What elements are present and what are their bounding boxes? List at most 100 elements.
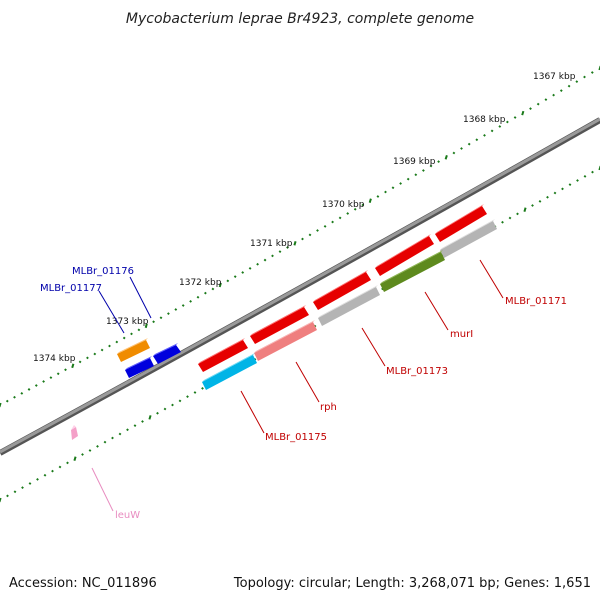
minor-tick bbox=[174, 308, 178, 311]
map-title: Mycobacterium leprae Br4923, complete ge… bbox=[126, 11, 474, 27]
minor-tick bbox=[567, 84, 571, 88]
minor-tick bbox=[196, 295, 200, 299]
minor-tick bbox=[437, 160, 440, 164]
kbp-label-1371: 1371 kbp bbox=[250, 239, 293, 249]
major-tick bbox=[368, 198, 372, 203]
minor-tick bbox=[43, 473, 47, 477]
minor-tick bbox=[506, 120, 509, 124]
minor-tick bbox=[20, 391, 24, 395]
major-tick bbox=[293, 241, 297, 246]
minor-tick bbox=[575, 80, 579, 84]
gene-feature-MLBr_01177[interactable] bbox=[117, 338, 150, 362]
minor-tick bbox=[331, 220, 334, 224]
minor-tick bbox=[204, 291, 207, 295]
minor-tick bbox=[6, 494, 9, 498]
gene-feature-leuW[interactable] bbox=[71, 425, 78, 440]
minor-tick bbox=[583, 174, 587, 178]
minor-tick bbox=[130, 332, 133, 336]
minor-tick bbox=[156, 411, 159, 415]
minor-tick bbox=[561, 187, 564, 191]
minor-tick bbox=[159, 316, 163, 320]
minor-tick bbox=[301, 237, 304, 241]
leader-lines bbox=[91, 259, 504, 512]
gene-feature-MLBr_01176[interactable] bbox=[153, 343, 181, 364]
minor-tick bbox=[263, 258, 267, 262]
gene-feature-MLBr_01171[interactable] bbox=[440, 219, 497, 258]
minor-tick bbox=[133, 424, 137, 428]
minor-tick bbox=[316, 229, 319, 232]
minor-tick bbox=[538, 199, 542, 203]
minor-tick bbox=[81, 453, 84, 456]
gene-label-rph: rph bbox=[320, 402, 337, 413]
minor-tick bbox=[118, 432, 122, 436]
minor-tick bbox=[414, 173, 418, 177]
minor-tick bbox=[126, 428, 129, 432]
genome-backbone bbox=[0, 117, 600, 456]
minor-tick bbox=[186, 395, 189, 399]
major-tick bbox=[218, 282, 222, 288]
minor-tick bbox=[531, 204, 534, 207]
kbp-label-1367: 1367 kbp bbox=[533, 72, 576, 82]
minor-tick bbox=[226, 279, 230, 283]
minor-tick bbox=[323, 224, 327, 228]
gene-feature-MLBr_01175[interactable] bbox=[202, 353, 257, 390]
minor-tick bbox=[483, 133, 486, 137]
minor-tick bbox=[211, 287, 215, 291]
minor-tick bbox=[88, 449, 92, 452]
minor-tick bbox=[93, 352, 97, 356]
minor-tick bbox=[536, 102, 540, 106]
gene-label-MLBr_01175: MLBr_01175 bbox=[265, 432, 327, 443]
minor-tick bbox=[248, 266, 252, 270]
gene-feature-red-2[interactable] bbox=[375, 234, 434, 276]
minor-tick bbox=[152, 320, 155, 324]
minor-tick bbox=[86, 356, 89, 360]
minor-tick bbox=[103, 440, 107, 444]
kbp-label-1372: 1372 kbp bbox=[179, 278, 222, 288]
minor-tick bbox=[115, 340, 119, 344]
minor-tick bbox=[467, 142, 471, 146]
minor-tick bbox=[241, 271, 245, 274]
minor-tick bbox=[256, 262, 259, 266]
gene-label-murI: murI bbox=[450, 329, 473, 340]
major-tick bbox=[73, 456, 77, 461]
kbp-label-1368: 1368 kbp bbox=[463, 115, 506, 125]
gene-label-MLBr_01173: MLBr_01173 bbox=[386, 366, 448, 377]
minor-tick bbox=[544, 98, 548, 102]
minor-tick bbox=[5, 399, 9, 403]
minor-tick bbox=[178, 399, 182, 403]
minor-tick bbox=[513, 116, 517, 119]
gene-label-MLBr_01171: MLBr_01171 bbox=[505, 296, 567, 307]
gene-feature-red-1[interactable] bbox=[435, 204, 487, 242]
minor-tick bbox=[58, 465, 62, 469]
gene-feature-MLBr_01173[interactable] bbox=[318, 285, 380, 326]
minor-tick bbox=[498, 125, 502, 128]
minor-tick bbox=[516, 212, 519, 216]
gene-feature-rph[interactable] bbox=[254, 320, 317, 361]
gene-feature-red-3[interactable] bbox=[313, 270, 371, 310]
minor-tick bbox=[361, 203, 365, 207]
gene-feature-murI[interactable] bbox=[380, 250, 445, 292]
gene-feature-red-4[interactable] bbox=[250, 305, 309, 344]
gene-feature-red-5[interactable] bbox=[198, 338, 248, 372]
minor-tick bbox=[137, 328, 141, 332]
major-tick bbox=[521, 110, 525, 116]
minor-tick bbox=[13, 490, 17, 494]
minor-tick bbox=[13, 395, 16, 399]
minor-tick bbox=[559, 89, 563, 93]
minor-tick bbox=[422, 169, 425, 172]
gene-feature-blue-small[interactable] bbox=[125, 356, 154, 378]
minor-tick bbox=[141, 420, 144, 423]
outer-tick-ring bbox=[0, 65, 600, 408]
minor-tick bbox=[100, 348, 104, 352]
minor-tick bbox=[452, 151, 456, 155]
minor-tick bbox=[49, 376, 53, 380]
minor-tick bbox=[460, 147, 463, 150]
minor-tick bbox=[399, 182, 402, 185]
minor-tick bbox=[21, 486, 24, 490]
major-tick bbox=[0, 497, 2, 503]
minor-tick bbox=[78, 360, 82, 364]
minor-tick bbox=[406, 177, 410, 181]
minor-tick bbox=[36, 477, 39, 481]
major-tick bbox=[523, 207, 527, 212]
